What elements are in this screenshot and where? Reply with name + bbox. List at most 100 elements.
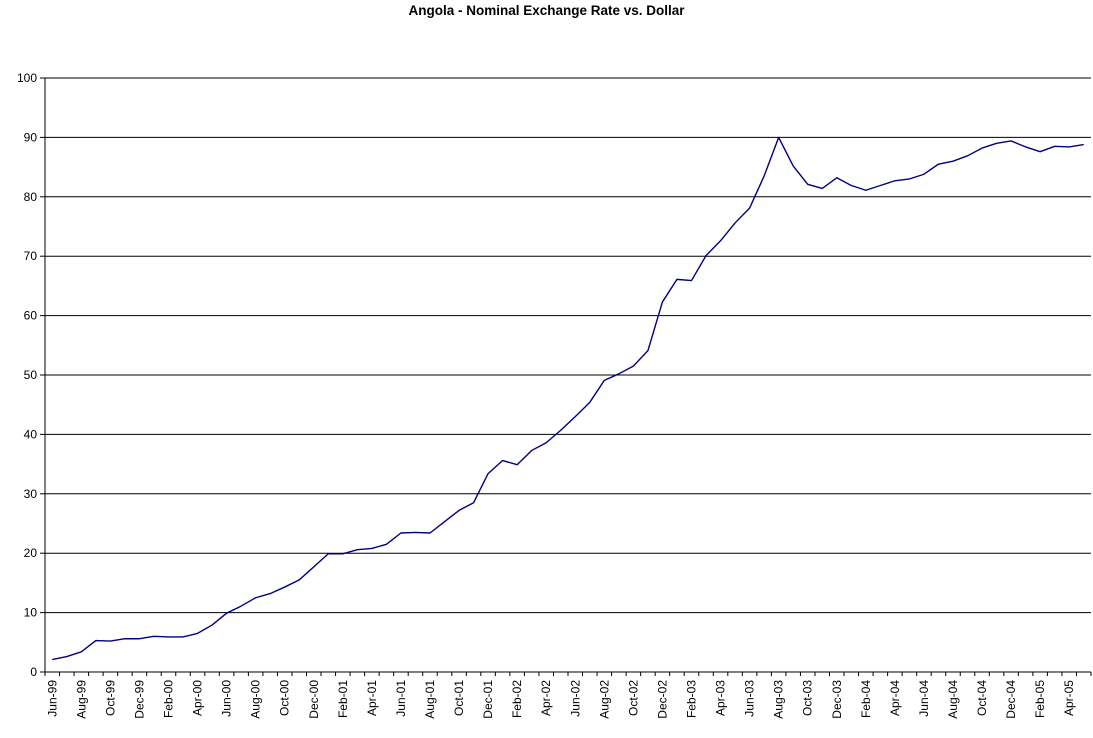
data-point xyxy=(734,221,737,224)
x-tick-label: Dec-02 xyxy=(655,680,669,719)
data-point xyxy=(472,501,475,504)
data-point xyxy=(617,372,620,375)
x-tick-label: Dec-03 xyxy=(830,680,844,719)
data-point xyxy=(283,586,286,589)
data-point xyxy=(1039,150,1042,153)
y-tick-label: 100 xyxy=(17,71,37,85)
x-tick-label: Feb-02 xyxy=(510,680,524,718)
data-point xyxy=(864,189,867,192)
data-point xyxy=(312,565,315,568)
data-point xyxy=(530,449,533,452)
x-tick-label: Dec-00 xyxy=(307,680,321,719)
data-point xyxy=(806,183,809,186)
data-point xyxy=(748,207,751,210)
data-point xyxy=(850,184,853,187)
x-tick-label: Aug-02 xyxy=(597,680,611,719)
data-point xyxy=(254,596,257,599)
x-tick-label: Dec-01 xyxy=(481,680,495,719)
x-tick-label: Apr-03 xyxy=(714,680,728,716)
data-point xyxy=(922,173,925,176)
x-tick-label: Oct-03 xyxy=(801,680,815,716)
data-point xyxy=(1053,145,1056,148)
data-point xyxy=(632,365,635,368)
data-point xyxy=(719,239,722,242)
x-tick-label: Jun-02 xyxy=(568,680,582,717)
data-point xyxy=(240,605,243,608)
data-point xyxy=(211,624,214,627)
data-point xyxy=(298,578,301,581)
data-point xyxy=(167,635,170,638)
y-tick-label: 20 xyxy=(24,546,38,560)
data-point xyxy=(966,154,969,157)
data-point xyxy=(981,147,984,150)
x-tick-label: Aug-00 xyxy=(249,680,263,719)
data-point xyxy=(792,164,795,167)
y-tick-label: 50 xyxy=(24,368,38,382)
x-tick-label: Oct-99 xyxy=(103,680,117,716)
x-tick-label: Apr-04 xyxy=(888,680,902,716)
data-point xyxy=(893,179,896,182)
data-point xyxy=(370,547,373,550)
data-point xyxy=(777,136,780,139)
data-point xyxy=(574,415,577,418)
data-point xyxy=(908,177,911,180)
data-point xyxy=(109,640,112,643)
data-point xyxy=(65,655,68,658)
x-tick-label: Jun-03 xyxy=(743,680,757,717)
series xyxy=(51,136,1084,661)
data-point xyxy=(559,429,562,432)
x-tick-label: Jun-04 xyxy=(917,680,931,717)
y-tick-label: 0 xyxy=(30,665,37,679)
data-point xyxy=(646,349,649,352)
x-tick-label: Apr-02 xyxy=(539,680,553,716)
y-tick-labels: 0 10 20 30 40 50 60 70 80 90 100 xyxy=(17,71,37,679)
data-point xyxy=(879,184,882,187)
y-tick-label: 40 xyxy=(24,427,38,441)
x-tick-label: Apr-05 xyxy=(1062,680,1076,716)
data-point xyxy=(1068,145,1071,148)
x-tick-label: Oct-04 xyxy=(975,680,989,716)
x-tick-label: Feb-00 xyxy=(161,680,175,718)
x-tick-label: Oct-00 xyxy=(278,680,292,716)
x-tick-label: Aug-99 xyxy=(74,680,88,719)
data-point xyxy=(487,472,490,475)
data-point xyxy=(341,552,344,555)
x-tick-label: Feb-01 xyxy=(336,680,350,718)
x-tick-label: Dec-04 xyxy=(1004,680,1018,719)
y-tick-label: 70 xyxy=(24,249,38,263)
x-tick-label: Apr-01 xyxy=(365,680,379,716)
data-point xyxy=(138,637,141,640)
data-point xyxy=(835,176,838,179)
data-point xyxy=(458,509,461,512)
gridlines xyxy=(45,77,1091,614)
data-point xyxy=(51,658,54,661)
data-point xyxy=(705,254,708,257)
data-point xyxy=(123,637,126,640)
data-point xyxy=(1010,139,1013,142)
data-point xyxy=(501,459,504,462)
x-tick-label: Feb-03 xyxy=(684,680,698,718)
data-point xyxy=(399,532,402,535)
data-point xyxy=(545,441,548,444)
x-tick-label: Feb-04 xyxy=(859,680,873,718)
data-point xyxy=(414,531,417,534)
data-point xyxy=(937,163,940,166)
data-point xyxy=(269,592,272,595)
y-tick-label: 60 xyxy=(24,309,38,323)
data-point xyxy=(675,278,678,281)
x-tick-label: Oct-02 xyxy=(626,680,640,716)
y-tick-label: 80 xyxy=(24,190,38,204)
data-point xyxy=(80,650,83,653)
data-point xyxy=(1024,145,1027,148)
data-point xyxy=(661,300,664,303)
x-tick-label: Apr-00 xyxy=(191,680,205,716)
chart-title: Angola - Nominal Exchange Rate vs. Dolla… xyxy=(408,3,685,18)
x-tick-label: Jun-01 xyxy=(394,680,408,717)
x-tick-label: Oct-01 xyxy=(452,680,466,716)
data-point xyxy=(951,160,954,163)
data-point xyxy=(588,401,591,404)
data-point xyxy=(94,639,97,642)
x-tick-label: Feb-05 xyxy=(1033,680,1047,718)
data-point xyxy=(516,463,519,466)
data-point xyxy=(385,543,388,546)
